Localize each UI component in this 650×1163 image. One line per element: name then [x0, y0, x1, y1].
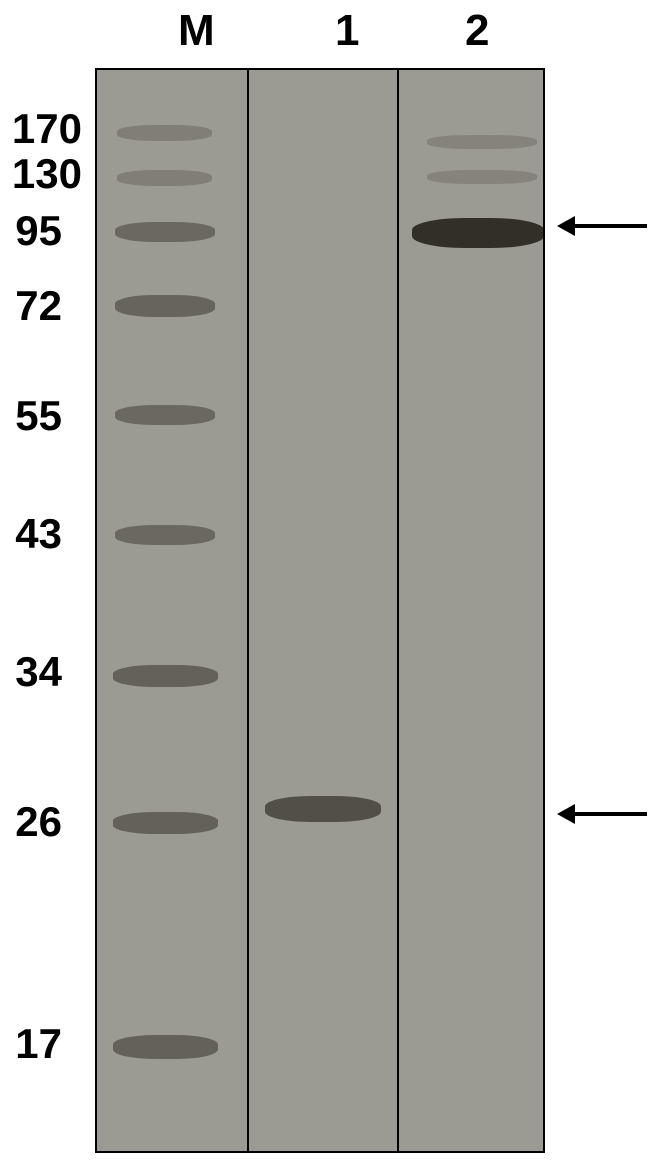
mw-label-55: 55	[15, 392, 62, 440]
lane-label-1: 1	[335, 6, 359, 56]
lane-label-marker: M	[178, 6, 215, 56]
lane-divider-1	[247, 70, 249, 1151]
marker-band-4	[115, 405, 215, 425]
mw-label-43: 43	[15, 510, 62, 558]
blot-figure: M 1 2 170130 95 72 55 43 34 26 17	[0, 0, 650, 1163]
arrow-line	[575, 812, 647, 816]
marker-band-1	[117, 170, 212, 186]
lane2-band-2	[412, 218, 544, 248]
mw-label-26: 26	[15, 798, 62, 846]
mw-label-72: 72	[15, 282, 62, 330]
mw-label-17: 17	[15, 1020, 62, 1068]
marker-band-5	[115, 525, 215, 545]
arrow-line	[575, 224, 647, 228]
mw-label-130: 130	[12, 150, 82, 198]
marker-band-7	[113, 812, 218, 834]
arrow-head-icon	[557, 804, 575, 824]
marker-band-6	[113, 665, 218, 687]
marker-band-2	[115, 222, 215, 242]
marker-band-3	[115, 295, 215, 317]
mw-label-34: 34	[15, 648, 62, 696]
marker-band-0	[117, 125, 212, 141]
lane2-band-0	[427, 135, 537, 149]
arrow-head-icon	[557, 216, 575, 236]
mw-label-170: 170	[12, 105, 82, 153]
lane1-band-0	[265, 796, 381, 822]
marker-band-8	[113, 1035, 218, 1059]
mw-label-95: 95	[15, 207, 62, 255]
arrow-indicator-0	[557, 216, 647, 236]
arrow-indicator-1	[557, 804, 647, 824]
lane-label-2: 2	[465, 6, 489, 56]
blot-frame	[95, 68, 545, 1153]
lane2-band-1	[427, 170, 537, 184]
lane-divider-2	[397, 70, 399, 1151]
